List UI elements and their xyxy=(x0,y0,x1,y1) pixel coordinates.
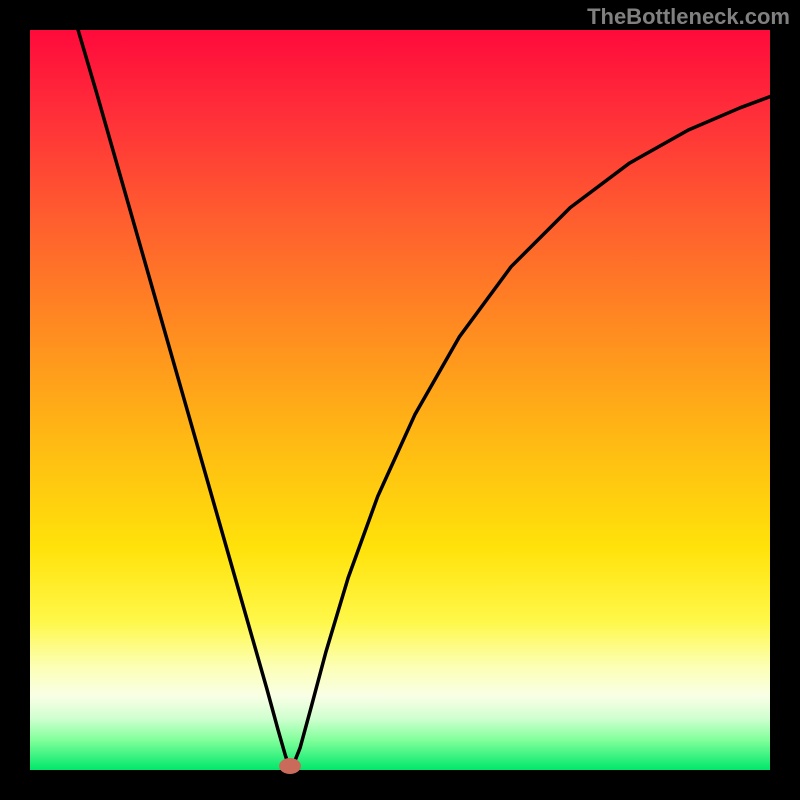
plot-area xyxy=(30,30,770,770)
watermark-text: TheBottleneck.com xyxy=(587,4,790,30)
minimum-marker xyxy=(279,758,301,774)
chart-container: TheBottleneck.com xyxy=(0,0,800,800)
